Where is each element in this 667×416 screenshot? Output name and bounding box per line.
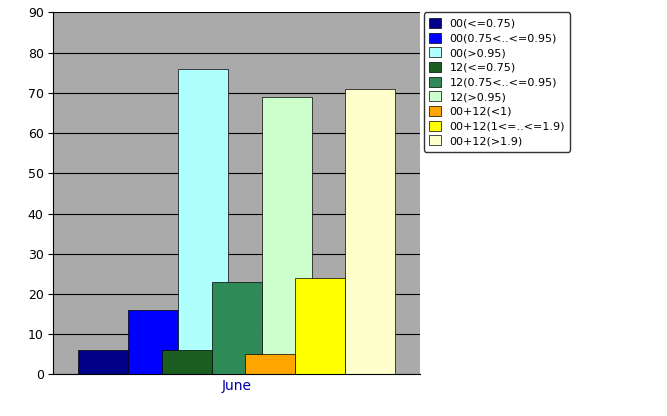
Bar bbox=[178, 69, 228, 374]
Bar bbox=[211, 282, 261, 374]
Bar bbox=[161, 350, 211, 374]
Bar bbox=[245, 354, 295, 374]
Bar bbox=[79, 350, 128, 374]
Bar bbox=[345, 89, 395, 374]
Legend: 00(<=0.75), 00(0.75<..<=0.95), 00(>0.95), 12(<=0.75), 12(0.75<..<=0.95), 12(>0.9: 00(<=0.75), 00(0.75<..<=0.95), 00(>0.95)… bbox=[424, 12, 570, 152]
Bar bbox=[295, 278, 346, 374]
Bar bbox=[128, 310, 178, 374]
Bar bbox=[261, 97, 311, 374]
